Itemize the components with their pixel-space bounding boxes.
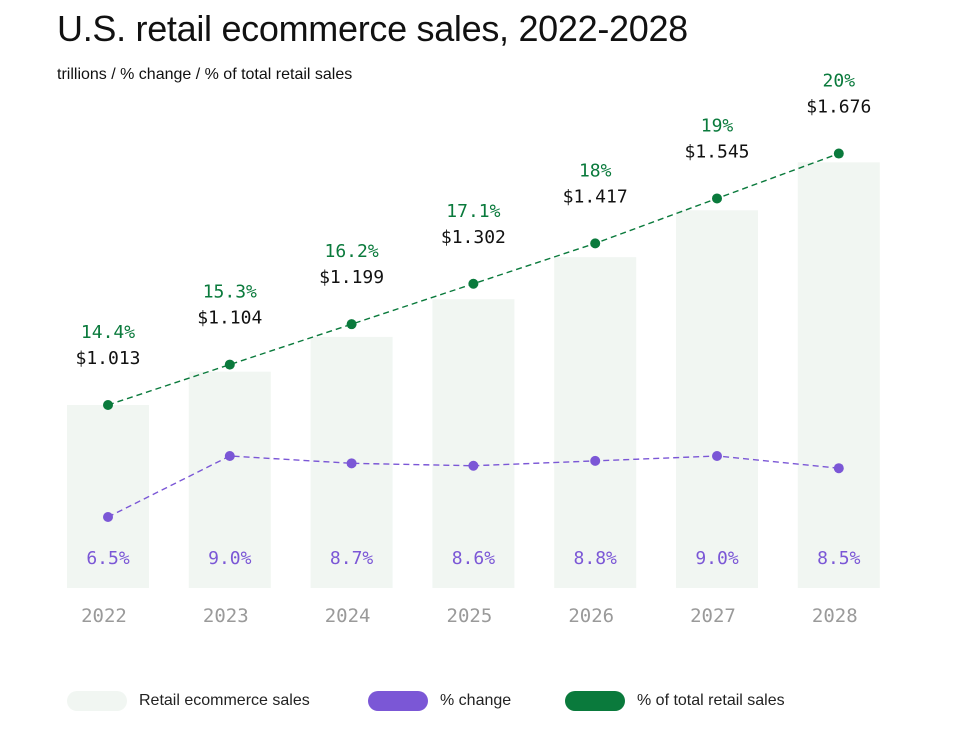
pct-change-point-2022 bbox=[103, 512, 113, 522]
pct-change-label-2027: 9.0% bbox=[695, 548, 739, 569]
chart-subtitle: trillions / % change / % of total retail… bbox=[57, 66, 353, 83]
legend-label-change: % change bbox=[440, 692, 512, 709]
lines-layer bbox=[103, 148, 844, 522]
pct-total-label-2027: 19% bbox=[701, 115, 734, 136]
bar-2027 bbox=[676, 210, 758, 588]
chart-title: U.S. retail ecommerce sales, 2022-2028 bbox=[57, 8, 688, 49]
pct-total-label-2028: 20% bbox=[823, 71, 856, 92]
sales-label-2028: $1.676 bbox=[806, 97, 871, 118]
pct-total-label-2022: 14.4% bbox=[81, 322, 135, 343]
x-tick-2026: 2026 bbox=[568, 605, 614, 627]
sales-label-2027: $1.545 bbox=[684, 141, 749, 162]
labels-layer: 14.4% $1.013 15.3% $1.104 16.2% $1.199 17.1% $1… bbox=[75, 71, 871, 569]
pct-change-label-2025: 8.6% bbox=[452, 548, 496, 569]
sales-label-2023: $1.104 bbox=[197, 308, 262, 329]
x-tick-2027: 2027 bbox=[690, 605, 736, 627]
bars-layer bbox=[67, 162, 880, 589]
legend-item-sales: Retail ecommerce sales bbox=[67, 688, 310, 714]
pct-change-point-2028 bbox=[833, 463, 844, 474]
pct-change-label-2022: 6.5% bbox=[86, 548, 130, 569]
pct-total-point-2024 bbox=[346, 319, 357, 330]
pct-total-label-2024: 16.2% bbox=[325, 241, 379, 262]
pct-change-label-2028: 8.5% bbox=[817, 548, 861, 569]
legend-swatch-total bbox=[565, 691, 625, 711]
x-tick-2025: 2025 bbox=[447, 605, 493, 627]
pct-change-label-2024: 8.7% bbox=[330, 548, 374, 569]
pct-total-point-2026 bbox=[590, 238, 601, 249]
legend-item-change: % change bbox=[368, 688, 511, 714]
pct-total-label-2023: 15.3% bbox=[203, 282, 257, 303]
pct-total-point-2023 bbox=[224, 359, 235, 370]
pct-change-point-2027 bbox=[712, 451, 722, 461]
sales-label-2025: $1.302 bbox=[441, 227, 506, 248]
legend-label-total: % of total retail sales bbox=[637, 692, 785, 709]
x-tick-2022: 2022 bbox=[81, 605, 127, 627]
legend-swatch-sales bbox=[67, 691, 127, 711]
pct-change-label-2023: 9.0% bbox=[208, 548, 252, 569]
sales-label-2026: $1.417 bbox=[563, 186, 628, 207]
bar-2025 bbox=[432, 299, 515, 588]
pct-total-point-2028 bbox=[833, 148, 844, 159]
pct-change-point-2023 bbox=[224, 451, 235, 461]
x-tick-2028: 2028 bbox=[812, 605, 858, 627]
pct-change-point-2024 bbox=[346, 458, 357, 469]
sales-label-2022: $1.013 bbox=[75, 348, 140, 369]
bar-2026 bbox=[554, 257, 637, 588]
pct-change-point-2025 bbox=[468, 460, 479, 471]
legend: Retail ecommerce sales % change % of tot… bbox=[0, 688, 954, 714]
legend-label-sales: Retail ecommerce sales bbox=[139, 692, 310, 709]
pct-total-point-2027 bbox=[712, 193, 722, 204]
chart-plot: 14.4% $1.013 15.3% $1.104 16.2% $1.199 17.1% $1… bbox=[67, 71, 880, 627]
pct-total-label-2026: 18% bbox=[579, 160, 612, 181]
bar-2028 bbox=[797, 162, 880, 589]
sales-label-2024: $1.199 bbox=[319, 267, 384, 288]
pct-total-point-2022 bbox=[103, 400, 113, 410]
x-tick-2023: 2023 bbox=[203, 605, 249, 627]
x-tick-2024: 2024 bbox=[325, 605, 371, 627]
x-axis: 2022 2023 2024 2025 2026 2027 2028 bbox=[81, 605, 858, 627]
legend-item-total: % of total retail sales bbox=[565, 688, 785, 714]
bar-2022 bbox=[67, 405, 149, 588]
pct-total-point-2025 bbox=[468, 278, 479, 289]
pct-change-label-2026: 8.8% bbox=[574, 548, 618, 569]
bar-2023 bbox=[188, 371, 271, 588]
pct-change-point-2026 bbox=[590, 455, 601, 466]
legend-swatch-change bbox=[368, 691, 428, 711]
pct-total-label-2025: 17.1% bbox=[446, 201, 500, 222]
